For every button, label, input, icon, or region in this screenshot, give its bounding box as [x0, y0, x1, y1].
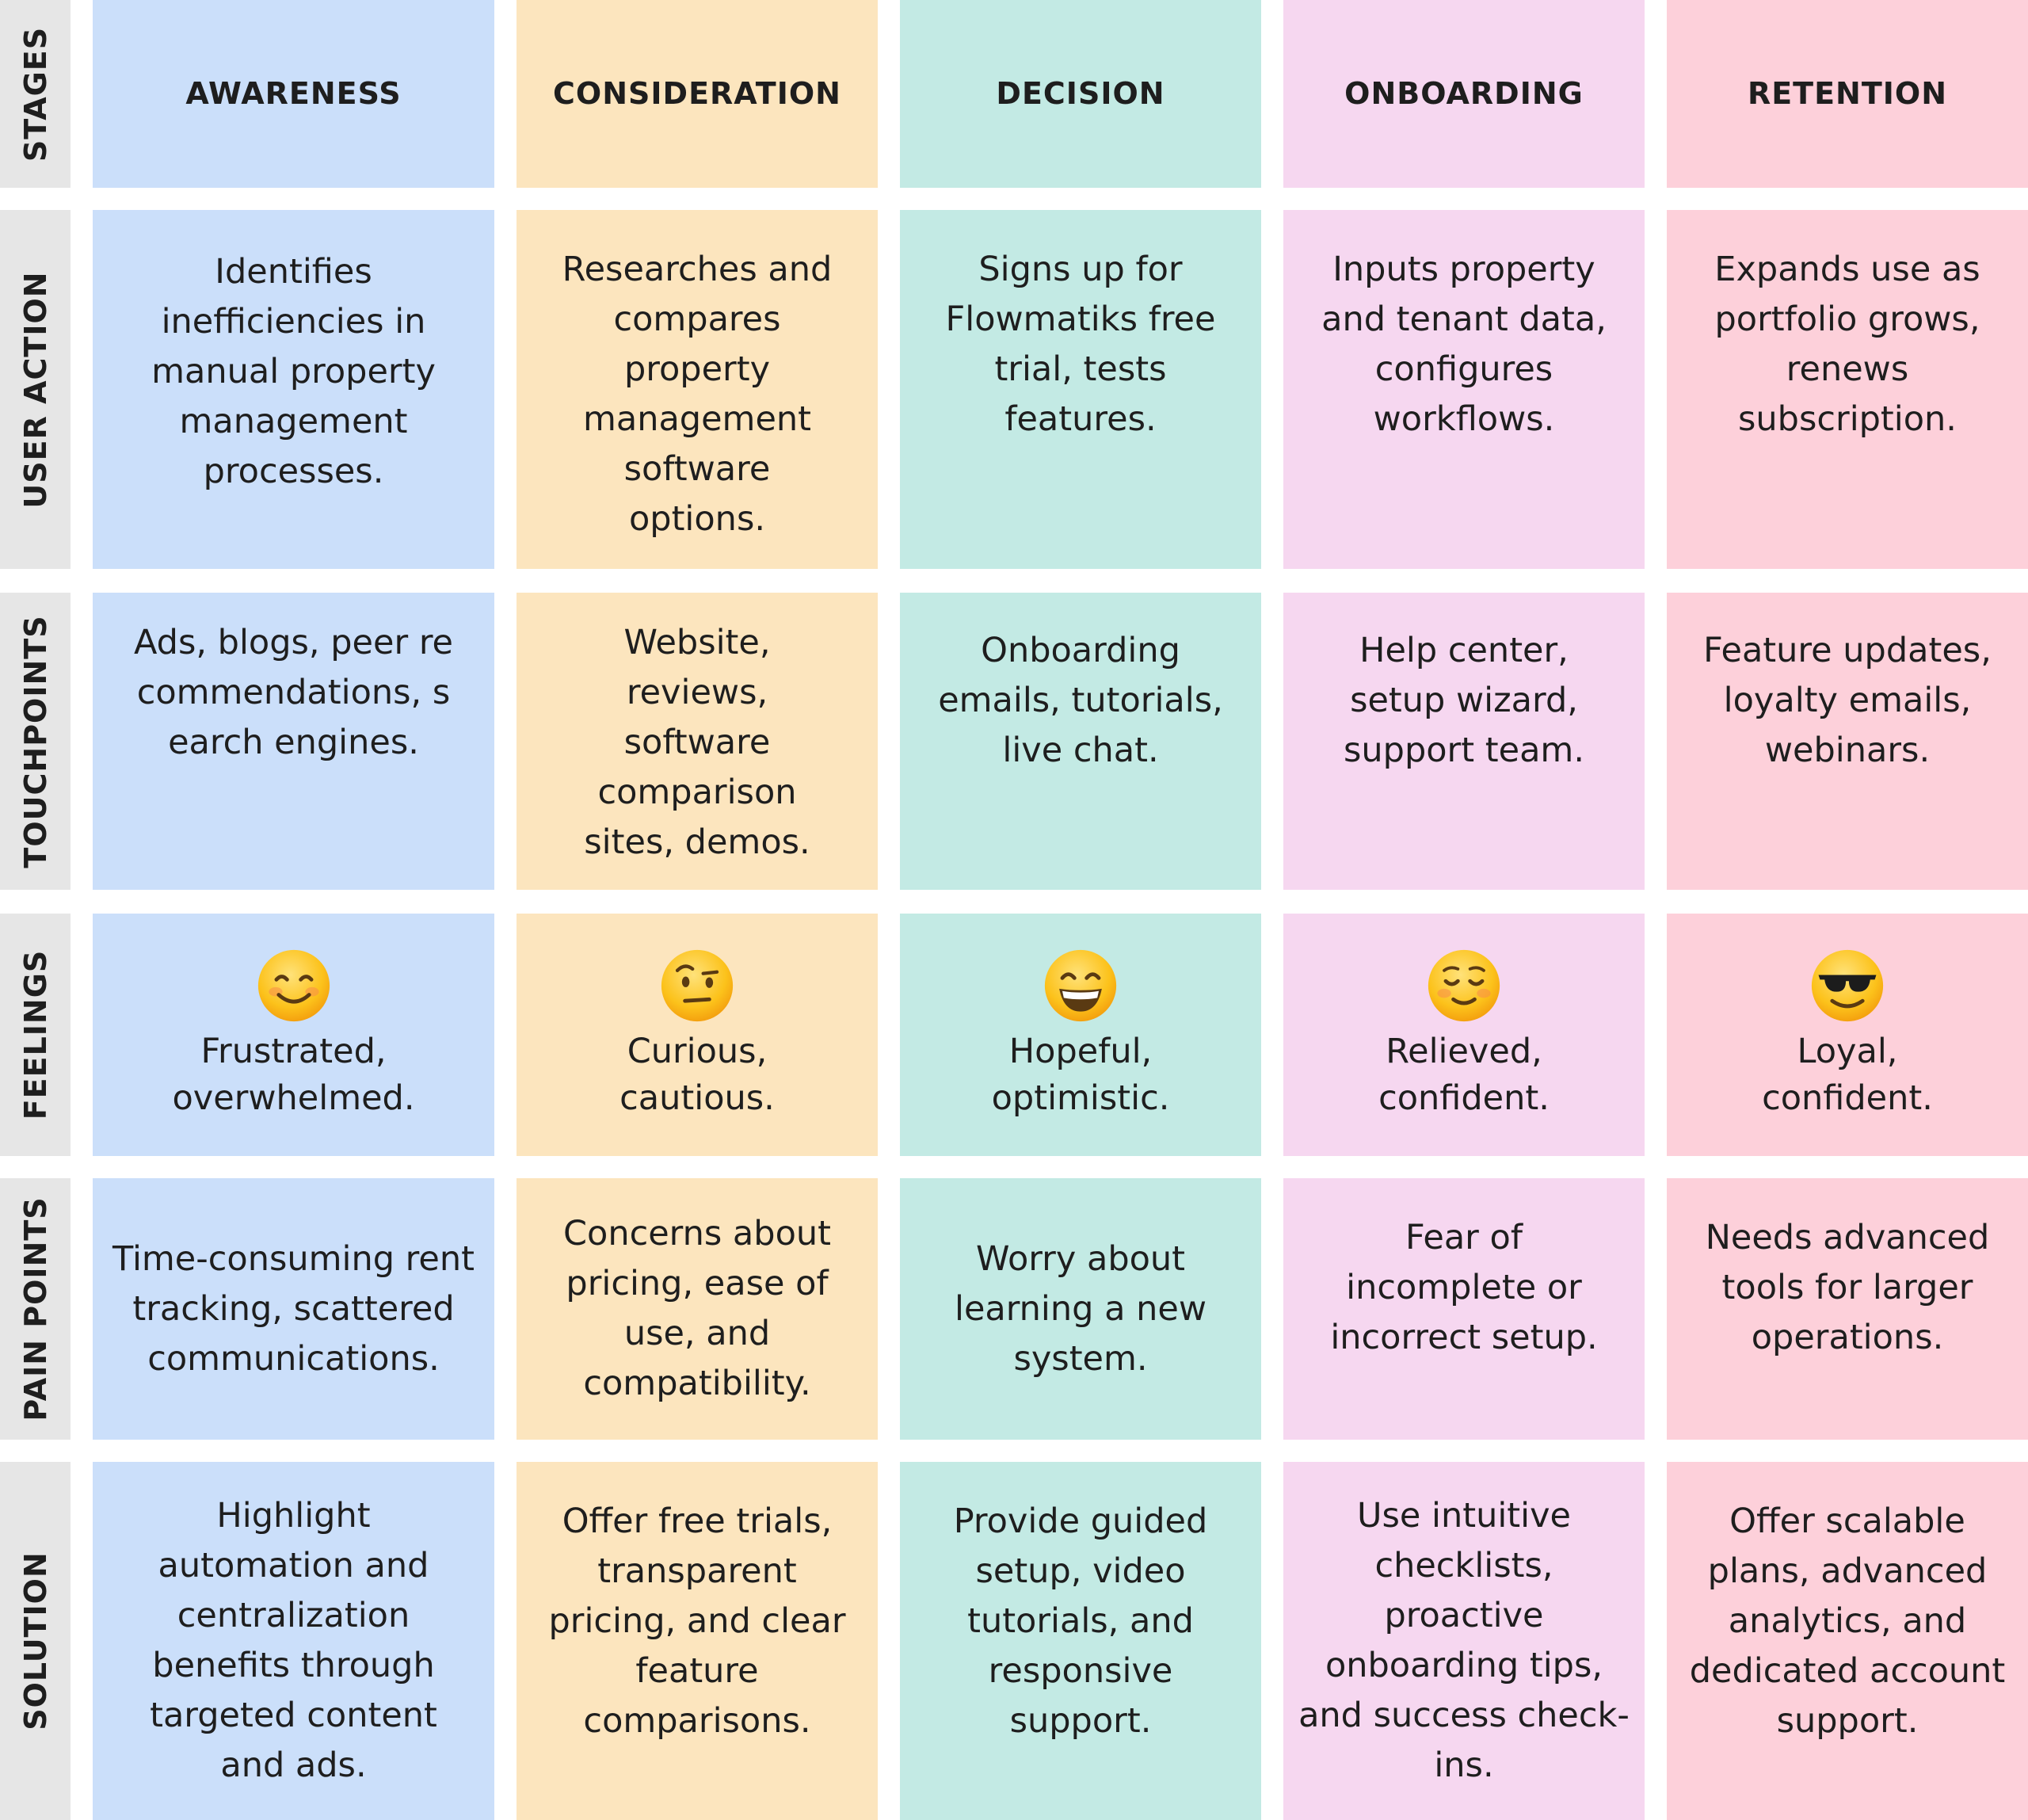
touchpoints-consideration: Website, reviews, software comparison si…	[517, 593, 878, 890]
pain-points-text: Time-consuming rent tracking, scattered …	[112, 1238, 475, 1379]
row-label-solution: SOLUTION	[0, 1462, 71, 1820]
user-action-onboarding: Inputs property and tenant data, configu…	[1283, 210, 1645, 569]
solution-consideration: Offer free trials, transparent pricing, …	[517, 1462, 878, 1820]
row-label-feelings: FEELINGS	[0, 914, 71, 1156]
user-action-decision: Signs up for Flowmatiks free trial, test…	[900, 210, 1261, 569]
solution-decision: Provide guided setup, video tutorials, a…	[900, 1462, 1261, 1820]
stage-name: CONSIDERATION	[553, 76, 841, 111]
touchpoints-text: Feature updates, loyalty emails, webinar…	[1703, 631, 1992, 770]
user-action-text: Signs up for Flowmatiks free trial, test…	[945, 250, 1216, 439]
touchpoints-decision: Onboarding emails, tutorials, live chat.	[900, 593, 1261, 890]
pain-points-decision: Worry about learning a new system.	[900, 1178, 1261, 1440]
solution-retention: Offer scalable plans, advanced analytics…	[1667, 1462, 2028, 1820]
stage-name: AWARENESS	[185, 76, 402, 111]
touchpoints-retention: Feature updates, loyalty emails, webinar…	[1667, 593, 2028, 890]
pain-points-text: Concerns about pricing, ease of use, and…	[563, 1214, 831, 1403]
feeling-text: Loyal, confident.	[1762, 1032, 1933, 1118]
feelings-awareness: Frustrated, overwhelmed.	[93, 914, 494, 1156]
raised-eyebrow-face-icon	[661, 949, 734, 1022]
user-action-text: Inputs property and tenant data, configu…	[1321, 250, 1607, 439]
row-label-stages-text: STAGES	[17, 26, 53, 162]
pain-points-awareness: Time-consuming rent tracking, scattered …	[93, 1178, 494, 1440]
stage-header-onboarding: ONBOARDING	[1283, 0, 1645, 188]
user-action-retention: Expands use as portfolio grows, renews s…	[1667, 210, 2028, 569]
user-action-text: Expands use as portfolio grows, renews s…	[1714, 250, 1980, 439]
solution-text: Offer free trials, transparent pricing, …	[548, 1501, 846, 1741]
solution-text: Offer scalable plans, advanced analytics…	[1689, 1501, 2006, 1741]
row-label-pain-points-text: PAIN POINTS	[17, 1196, 53, 1421]
pain-points-text: Fear of incomplete or incorrect setup.	[1330, 1218, 1598, 1357]
touchpoints-text: Onboarding emails, tutorials, live chat.	[938, 631, 1223, 770]
touchpoints-text: Website, reviews, software comparison si…	[584, 623, 810, 862]
solution-awareness: Highlight automation and centralization …	[93, 1462, 494, 1820]
feelings-consideration: Curious, cautious.	[517, 914, 878, 1156]
stage-header-retention: RETENTION	[1667, 0, 2028, 188]
solution-text: Highlight automation and centralization …	[150, 1496, 437, 1785]
row-label-user-action-text: USER ACTION	[17, 270, 53, 509]
feeling-text: Hopeful, optimistic.	[991, 1032, 1170, 1118]
solution-onboarding: Use intuitive checklists, proactive onbo…	[1283, 1462, 1645, 1820]
solution-text: Use intuitive checklists, proactive onbo…	[1298, 1496, 1630, 1785]
grinning-face-icon	[1044, 949, 1117, 1022]
touchpoints-text: Help center, setup wizard, support team.	[1344, 631, 1584, 770]
row-label-user-action: USER ACTION	[0, 210, 71, 569]
stage-name: ONBOARDING	[1344, 76, 1584, 111]
sunglasses-face-icon	[1811, 949, 1884, 1022]
solution-text: Provide guided setup, video tutorials, a…	[953, 1501, 1208, 1741]
stage-header-consideration: CONSIDERATION	[517, 0, 878, 188]
pain-points-onboarding: Fear of incomplete or incorrect setup.	[1283, 1178, 1645, 1440]
pain-points-text: Worry about learning a new system.	[955, 1238, 1207, 1379]
feeling-text: Frustrated, overwhelmed.	[172, 1032, 415, 1118]
row-label-touchpoints-text: TOUCHPOINTS	[17, 614, 53, 868]
stage-header-decision: DECISION	[900, 0, 1261, 188]
feelings-decision: Hopeful, optimistic.	[900, 914, 1261, 1156]
stage-name: DECISION	[996, 76, 1165, 111]
touchpoints-text: Ads, blogs, peer recommendations, search…	[133, 623, 454, 762]
pain-points-text: Needs advanced tools for larger operatio…	[1705, 1218, 1990, 1357]
relieved-face-icon	[1428, 949, 1500, 1022]
feeling-text: Relieved, confident.	[1378, 1032, 1550, 1118]
row-label-touchpoints: TOUCHPOINTS	[0, 593, 71, 890]
row-label-feelings-text: FEELINGS	[17, 949, 53, 1120]
user-action-text: Researches and compares property managem…	[562, 250, 833, 539]
user-action-text: Identifies inefficiencies in manual prop…	[151, 252, 436, 491]
row-label-stages: STAGES	[0, 0, 71, 188]
smiling-face-icon	[257, 949, 330, 1022]
row-label-solution-text: SOLUTION	[17, 1551, 53, 1730]
touchpoints-onboarding: Help center, setup wizard, support team.	[1283, 593, 1645, 890]
user-action-consideration: Researches and compares property managem…	[517, 210, 878, 569]
row-label-pain-points: PAIN POINTS	[0, 1178, 71, 1440]
touchpoints-awareness: Ads, blogs, peer recommendations, search…	[93, 593, 494, 890]
feelings-retention: Loyal, confident.	[1667, 914, 2028, 1156]
feeling-text: Curious, cautious.	[619, 1032, 775, 1118]
pain-points-retention: Needs advanced tools for larger operatio…	[1667, 1178, 2028, 1440]
stage-name: RETENTION	[1747, 76, 1948, 111]
user-action-awareness: Identifies inefficiencies in manual prop…	[93, 210, 494, 569]
feelings-onboarding: Relieved, confident.	[1283, 914, 1645, 1156]
stage-header-awareness: AWARENESS	[93, 0, 494, 188]
pain-points-consideration: Concerns about pricing, ease of use, and…	[517, 1178, 878, 1440]
